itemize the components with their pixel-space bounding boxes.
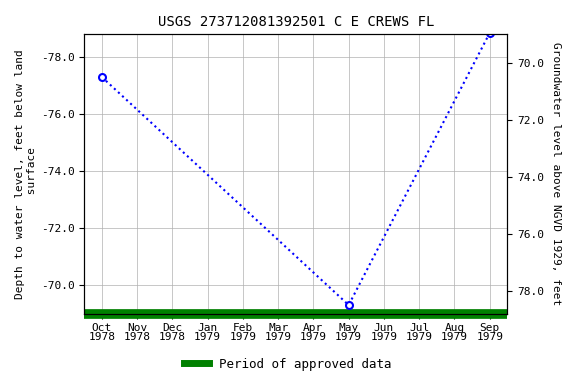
Title: USGS 273712081392501 C E CREWS FL: USGS 273712081392501 C E CREWS FL — [158, 15, 434, 29]
Legend: Period of approved data: Period of approved data — [179, 353, 397, 376]
Y-axis label: Depth to water level, feet below land
 surface: Depth to water level, feet below land su… — [15, 49, 37, 299]
Y-axis label: Groundwater level above NGVD 1929, feet: Groundwater level above NGVD 1929, feet — [551, 42, 561, 306]
